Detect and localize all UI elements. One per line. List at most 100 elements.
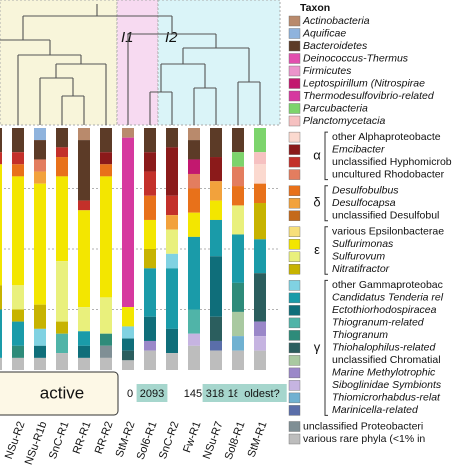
legend-swatch xyxy=(288,78,301,89)
bar-segment xyxy=(188,173,200,189)
bar-segment xyxy=(144,249,156,269)
legend-swatch xyxy=(288,185,301,196)
bar-segment xyxy=(78,200,90,211)
legend-swatch xyxy=(288,342,301,354)
legend-swatch xyxy=(288,317,301,329)
bar-segment xyxy=(188,309,200,334)
x-tick-label: SnC-R2 xyxy=(157,420,182,461)
legend-swatch xyxy=(288,292,301,304)
bar-segment xyxy=(210,340,222,351)
bar-segment xyxy=(210,157,222,182)
bar-segment xyxy=(254,350,266,370)
bar-segment xyxy=(56,147,68,158)
bar-segment xyxy=(188,333,200,346)
legend-swatch xyxy=(288,144,301,155)
bar-segment xyxy=(232,152,244,167)
bar-segment xyxy=(122,350,134,361)
bar-segment xyxy=(100,176,112,298)
bar-segment xyxy=(144,128,156,153)
bar-segment xyxy=(12,152,24,165)
legend-label: Thiomicrorhabdus-relat xyxy=(332,392,441,404)
bar-segment xyxy=(122,307,134,327)
bar-segment xyxy=(144,195,156,220)
legend-swatch xyxy=(288,197,301,209)
bar-segment xyxy=(166,215,178,230)
bar-segment xyxy=(78,345,90,358)
legend-swatch xyxy=(288,169,301,180)
legend-swatch xyxy=(288,251,301,263)
bar-segment xyxy=(232,336,244,351)
legend-title: Taxon xyxy=(300,2,330,14)
bar-segment xyxy=(210,200,222,220)
bar-segment xyxy=(12,321,24,346)
bar-segment xyxy=(144,350,156,370)
legend-label: Desulfobulbus xyxy=(332,184,399,196)
bar-segment xyxy=(210,316,222,341)
legend-swatch xyxy=(288,15,301,27)
bar-segment xyxy=(56,157,68,177)
x-tick-label: StM-R1 xyxy=(246,420,270,459)
legend-swatch xyxy=(288,280,301,291)
legend-label: other Alphaproteobacte xyxy=(332,131,441,143)
x-tick-label: RR-R1 xyxy=(71,420,94,456)
legend-label: Ectothiorhodospiracea xyxy=(332,304,437,316)
legend-label: Actinobacteria xyxy=(302,15,370,27)
bar-segment xyxy=(254,183,266,204)
legend-swatch xyxy=(288,53,301,64)
legend-label: unclassified Hyphomicrob xyxy=(332,156,452,168)
bar-segment xyxy=(254,152,266,165)
bar-segment xyxy=(166,229,178,254)
legend-label: unclassified Proteobacteri xyxy=(303,420,423,432)
bar-segment xyxy=(56,333,68,354)
age-box xyxy=(237,384,287,402)
legend-label: Marinicella-related xyxy=(332,404,419,416)
bar-segment xyxy=(100,333,112,346)
legend-label: uncultured Rhodobacter xyxy=(332,168,445,180)
bar-segment xyxy=(254,321,266,337)
bar-segment xyxy=(0,285,2,310)
bar-segment xyxy=(210,256,222,317)
bar-segment xyxy=(34,357,46,370)
bar-segment xyxy=(166,195,178,216)
bar-segment xyxy=(34,171,46,184)
bar-segment xyxy=(78,307,90,332)
bar-segment xyxy=(78,210,90,308)
bar-segment xyxy=(34,140,46,160)
legend-swatch xyxy=(288,156,301,168)
bar-segment xyxy=(144,171,156,196)
bar-segment xyxy=(56,261,68,322)
legend-label: Sulfurovum xyxy=(332,251,385,263)
x-tick-label: Fw-R1 xyxy=(181,420,203,455)
bar-segment xyxy=(166,147,178,196)
bar-segment xyxy=(254,164,266,184)
x-tick-label: NSu-R1b xyxy=(23,420,50,467)
bar-segment xyxy=(166,268,178,329)
legend-label: unclassified Chromatial xyxy=(332,354,441,366)
legend-group: α xyxy=(313,147,321,162)
bar-segment xyxy=(166,253,178,269)
bar-segment xyxy=(254,239,266,274)
bar-segment xyxy=(166,128,178,148)
bar-segment xyxy=(210,219,222,257)
legend-bracket xyxy=(324,131,328,181)
bar-segment xyxy=(232,234,244,283)
bar-segment xyxy=(56,321,68,334)
x-tick-label: StM-R2 xyxy=(114,420,138,459)
legend-label: Candidatus Tenderia rel xyxy=(332,292,444,304)
legend-group: ε xyxy=(314,242,320,257)
legend-bracket xyxy=(324,185,328,222)
legend-label: Thermodesulfovibrio-related xyxy=(303,90,435,102)
bar-segment xyxy=(34,183,46,305)
bar-segment xyxy=(12,345,24,358)
bar-segment xyxy=(144,316,156,341)
legend-swatch xyxy=(288,421,301,432)
cluster-box xyxy=(157,0,281,126)
bar-segment xyxy=(210,128,222,158)
bar-segment xyxy=(188,188,200,213)
x-tick-label: RR-R2 xyxy=(93,420,116,456)
legend-label: Emcibacter xyxy=(332,143,385,155)
bar-segment xyxy=(188,345,200,370)
bar-segment xyxy=(0,128,2,153)
bar-segment xyxy=(232,166,244,187)
